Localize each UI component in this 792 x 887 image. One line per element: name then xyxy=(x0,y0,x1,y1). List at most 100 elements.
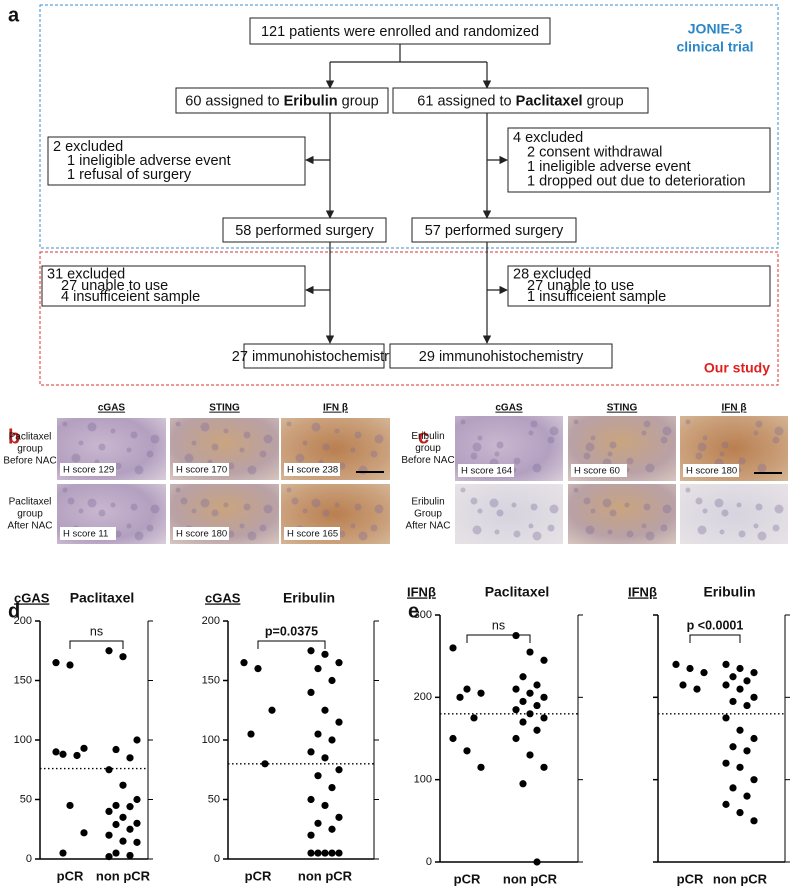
column-label: IFN β xyxy=(323,403,348,414)
data-point xyxy=(519,673,527,681)
flow-text: 60 assigned to Eribulin group xyxy=(185,93,378,109)
flow-text-part: Paclitaxel xyxy=(516,93,583,109)
cell-texture xyxy=(263,504,273,514)
data-point xyxy=(307,831,315,839)
cell-texture xyxy=(110,502,116,508)
significance: p=0.0375 xyxy=(265,624,318,638)
y-tick-label: 150 xyxy=(14,674,32,686)
score-box xyxy=(60,527,116,540)
data-point xyxy=(533,726,541,734)
data-point xyxy=(314,665,322,673)
cell-texture xyxy=(114,462,122,470)
score-box xyxy=(173,527,229,540)
data-point xyxy=(119,653,127,661)
flow-text: 1 insufficeient sample xyxy=(527,289,666,305)
cell-texture xyxy=(626,457,634,465)
h-score: H score 170 xyxy=(176,465,227,476)
data-point xyxy=(526,648,534,656)
cell-texture xyxy=(643,420,651,428)
data-point xyxy=(743,792,751,800)
cell-texture xyxy=(470,497,478,505)
significance-bracket xyxy=(466,634,531,643)
data-point xyxy=(449,734,457,743)
data-point xyxy=(328,676,336,685)
flow-text: 1 ineligible adverse event xyxy=(67,153,231,169)
x-tick-label: non pCR xyxy=(713,871,768,886)
data-point xyxy=(52,659,60,667)
flow-text: 121 patients were enrolled and randomize… xyxy=(261,24,539,40)
data-point xyxy=(335,718,343,726)
y-tick-label: 300 xyxy=(414,609,432,621)
study-name: Our study xyxy=(704,360,770,376)
data-point xyxy=(722,759,730,767)
cell-texture xyxy=(291,497,299,505)
data-point xyxy=(736,763,744,771)
row-label: group xyxy=(17,444,43,455)
x-tick-label: non pCR xyxy=(503,871,558,886)
cell-texture xyxy=(472,442,482,452)
significance-bracket xyxy=(69,640,124,649)
cell-texture xyxy=(302,440,308,446)
cell-texture xyxy=(370,450,378,458)
cell-texture xyxy=(146,524,154,532)
cell-texture xyxy=(87,498,97,508)
row-label: After NAC xyxy=(7,521,52,532)
data-point xyxy=(729,697,737,706)
cell-texture xyxy=(295,453,305,463)
h-score: H score 180 xyxy=(176,529,227,540)
data-point xyxy=(112,745,120,754)
cell-texture xyxy=(374,434,384,444)
y-tick-label: 0 xyxy=(214,853,220,865)
cell-texture xyxy=(626,530,634,538)
cell-texture xyxy=(180,497,188,505)
cell-texture xyxy=(191,440,197,446)
cell-texture xyxy=(697,525,707,535)
row-label: Paclitaxel xyxy=(9,432,52,443)
data-point xyxy=(307,748,315,756)
cell-texture xyxy=(114,530,122,538)
cell-texture xyxy=(702,435,708,441)
x-tick-label: non pCR xyxy=(298,868,353,883)
flow-box xyxy=(411,217,577,243)
y-tick-label: 200 xyxy=(202,615,220,627)
h-score: H score 238 xyxy=(287,465,338,476)
y-tick-label: 200 xyxy=(14,615,32,627)
y-tick-label: 50 xyxy=(20,793,32,805)
trial-name: clinical trial xyxy=(676,39,753,55)
cell-texture xyxy=(78,508,84,514)
cell-texture xyxy=(573,487,579,493)
cell-texture xyxy=(643,503,651,511)
cell-texture xyxy=(150,504,160,514)
cell-texture xyxy=(607,529,613,535)
cell-texture xyxy=(685,487,691,493)
cell-texture xyxy=(175,421,181,427)
cell-texture xyxy=(259,524,267,532)
cell-texture xyxy=(511,502,517,508)
score-box xyxy=(60,463,116,476)
data-point xyxy=(119,781,127,789)
flow-arrows xyxy=(305,44,508,344)
data-point xyxy=(512,631,520,640)
flow-box xyxy=(507,127,771,193)
cell-texture xyxy=(472,525,482,535)
micrograph xyxy=(455,484,563,544)
h-score: H score 60 xyxy=(574,466,620,477)
data-point xyxy=(80,744,88,752)
data-point xyxy=(729,743,737,751)
cell-texture xyxy=(736,502,742,508)
cell-texture xyxy=(477,508,483,514)
data-point xyxy=(328,784,336,792)
column-label: STING xyxy=(607,403,638,414)
data-point xyxy=(526,710,534,718)
significance-bracket xyxy=(689,634,741,643)
flow-box xyxy=(507,265,771,307)
cell-texture xyxy=(470,452,478,460)
data-point xyxy=(307,647,315,655)
cell-texture xyxy=(67,497,75,505)
cell-texture xyxy=(662,426,672,436)
column-label: cGAS xyxy=(495,403,523,414)
data-point xyxy=(52,748,60,756)
cell-texture xyxy=(549,504,559,514)
cell-texture xyxy=(641,430,647,436)
data-point xyxy=(307,849,315,857)
